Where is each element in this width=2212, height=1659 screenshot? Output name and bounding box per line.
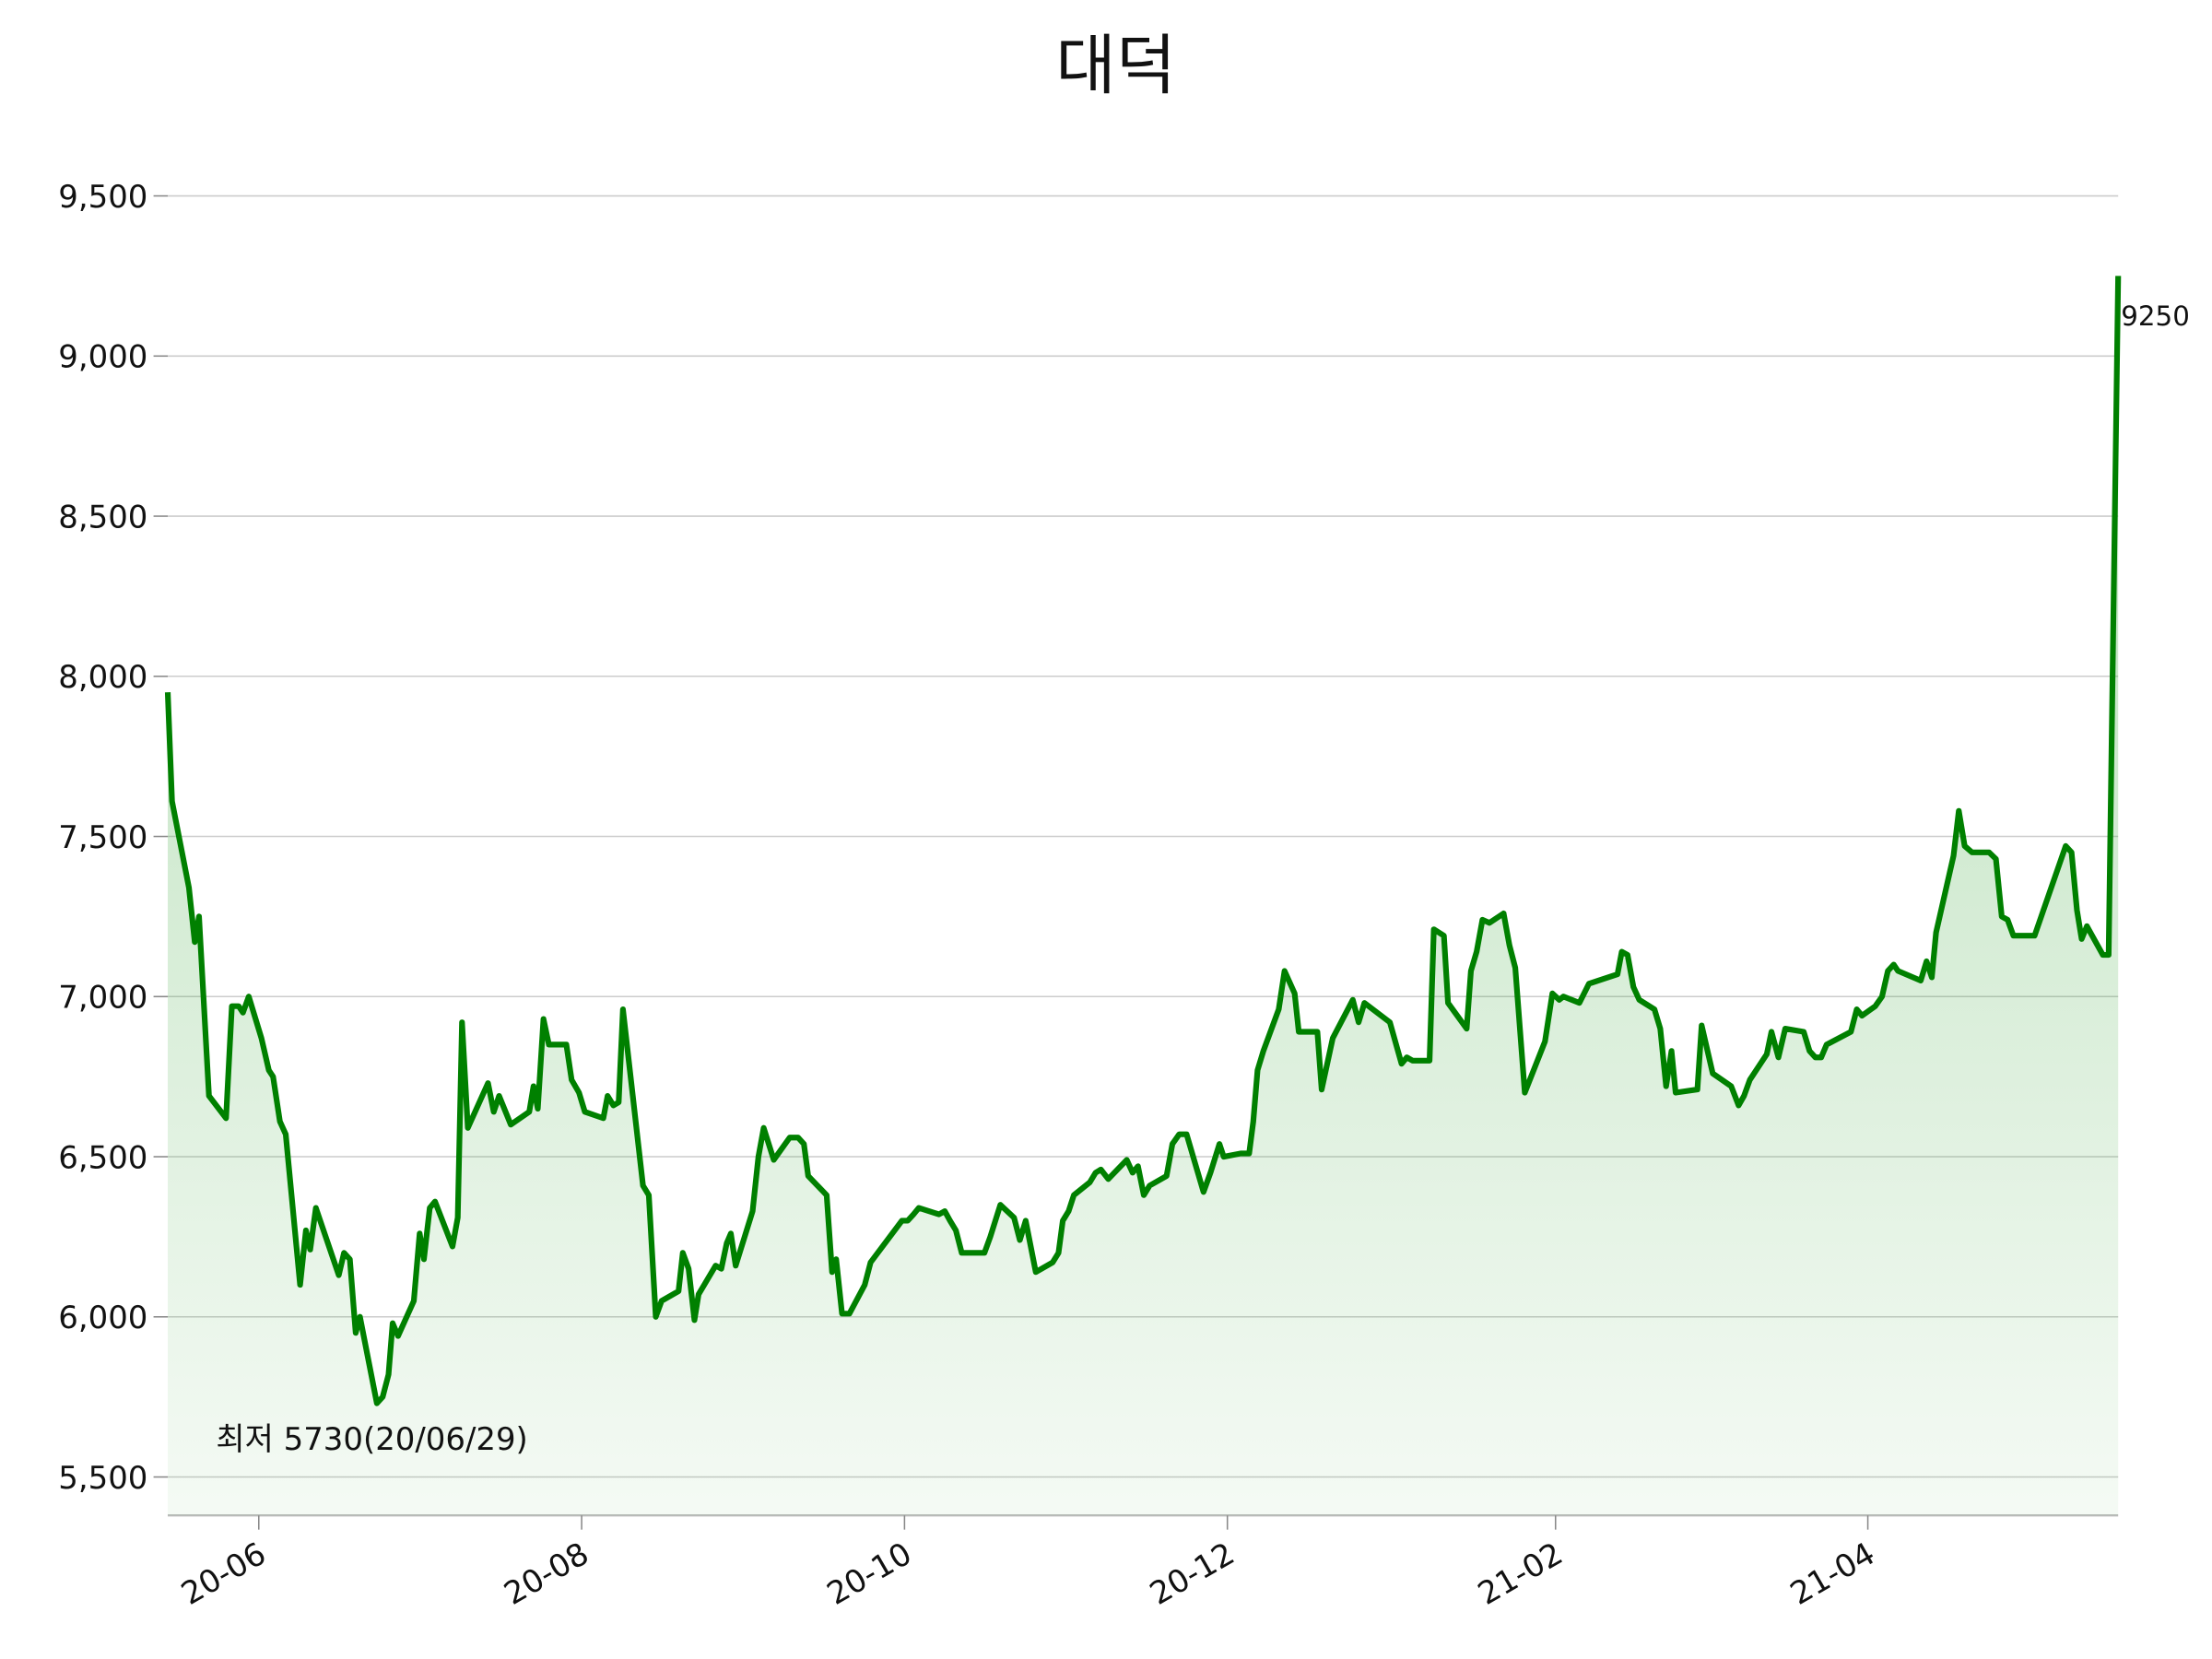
y-tick-label: 8,000 bbox=[58, 660, 147, 696]
x-tick-label: 20-08 bbox=[499, 1536, 595, 1613]
y-tick-label: 9,000 bbox=[58, 340, 147, 376]
x-tick-label: 21-02 bbox=[1473, 1536, 1570, 1613]
y-tick-label: 9,500 bbox=[58, 180, 147, 216]
x-tick-label: 20-12 bbox=[1145, 1536, 1241, 1613]
area bbox=[168, 276, 2119, 1516]
y-tick-label: 6,000 bbox=[58, 1300, 147, 1336]
y-tick-label: 7,000 bbox=[58, 981, 147, 1017]
x-tick-label: 21-04 bbox=[1784, 1536, 1881, 1613]
annotation: 9250 bbox=[2121, 300, 2190, 332]
y-tick-label: 5,500 bbox=[58, 1461, 147, 1497]
x-tick-label: 20-10 bbox=[821, 1536, 918, 1613]
annotation: 최저 5730(20/06/29) bbox=[216, 1422, 527, 1458]
y-tick-label: 7,500 bbox=[58, 820, 147, 856]
line bbox=[164, 276, 2122, 1406]
y-tick-label: 6,500 bbox=[58, 1140, 147, 1176]
x-tick-label: 20-06 bbox=[176, 1536, 273, 1613]
chart-title: 대덕 bbox=[1056, 28, 1177, 104]
y-tick-label: 8,500 bbox=[58, 500, 147, 535]
